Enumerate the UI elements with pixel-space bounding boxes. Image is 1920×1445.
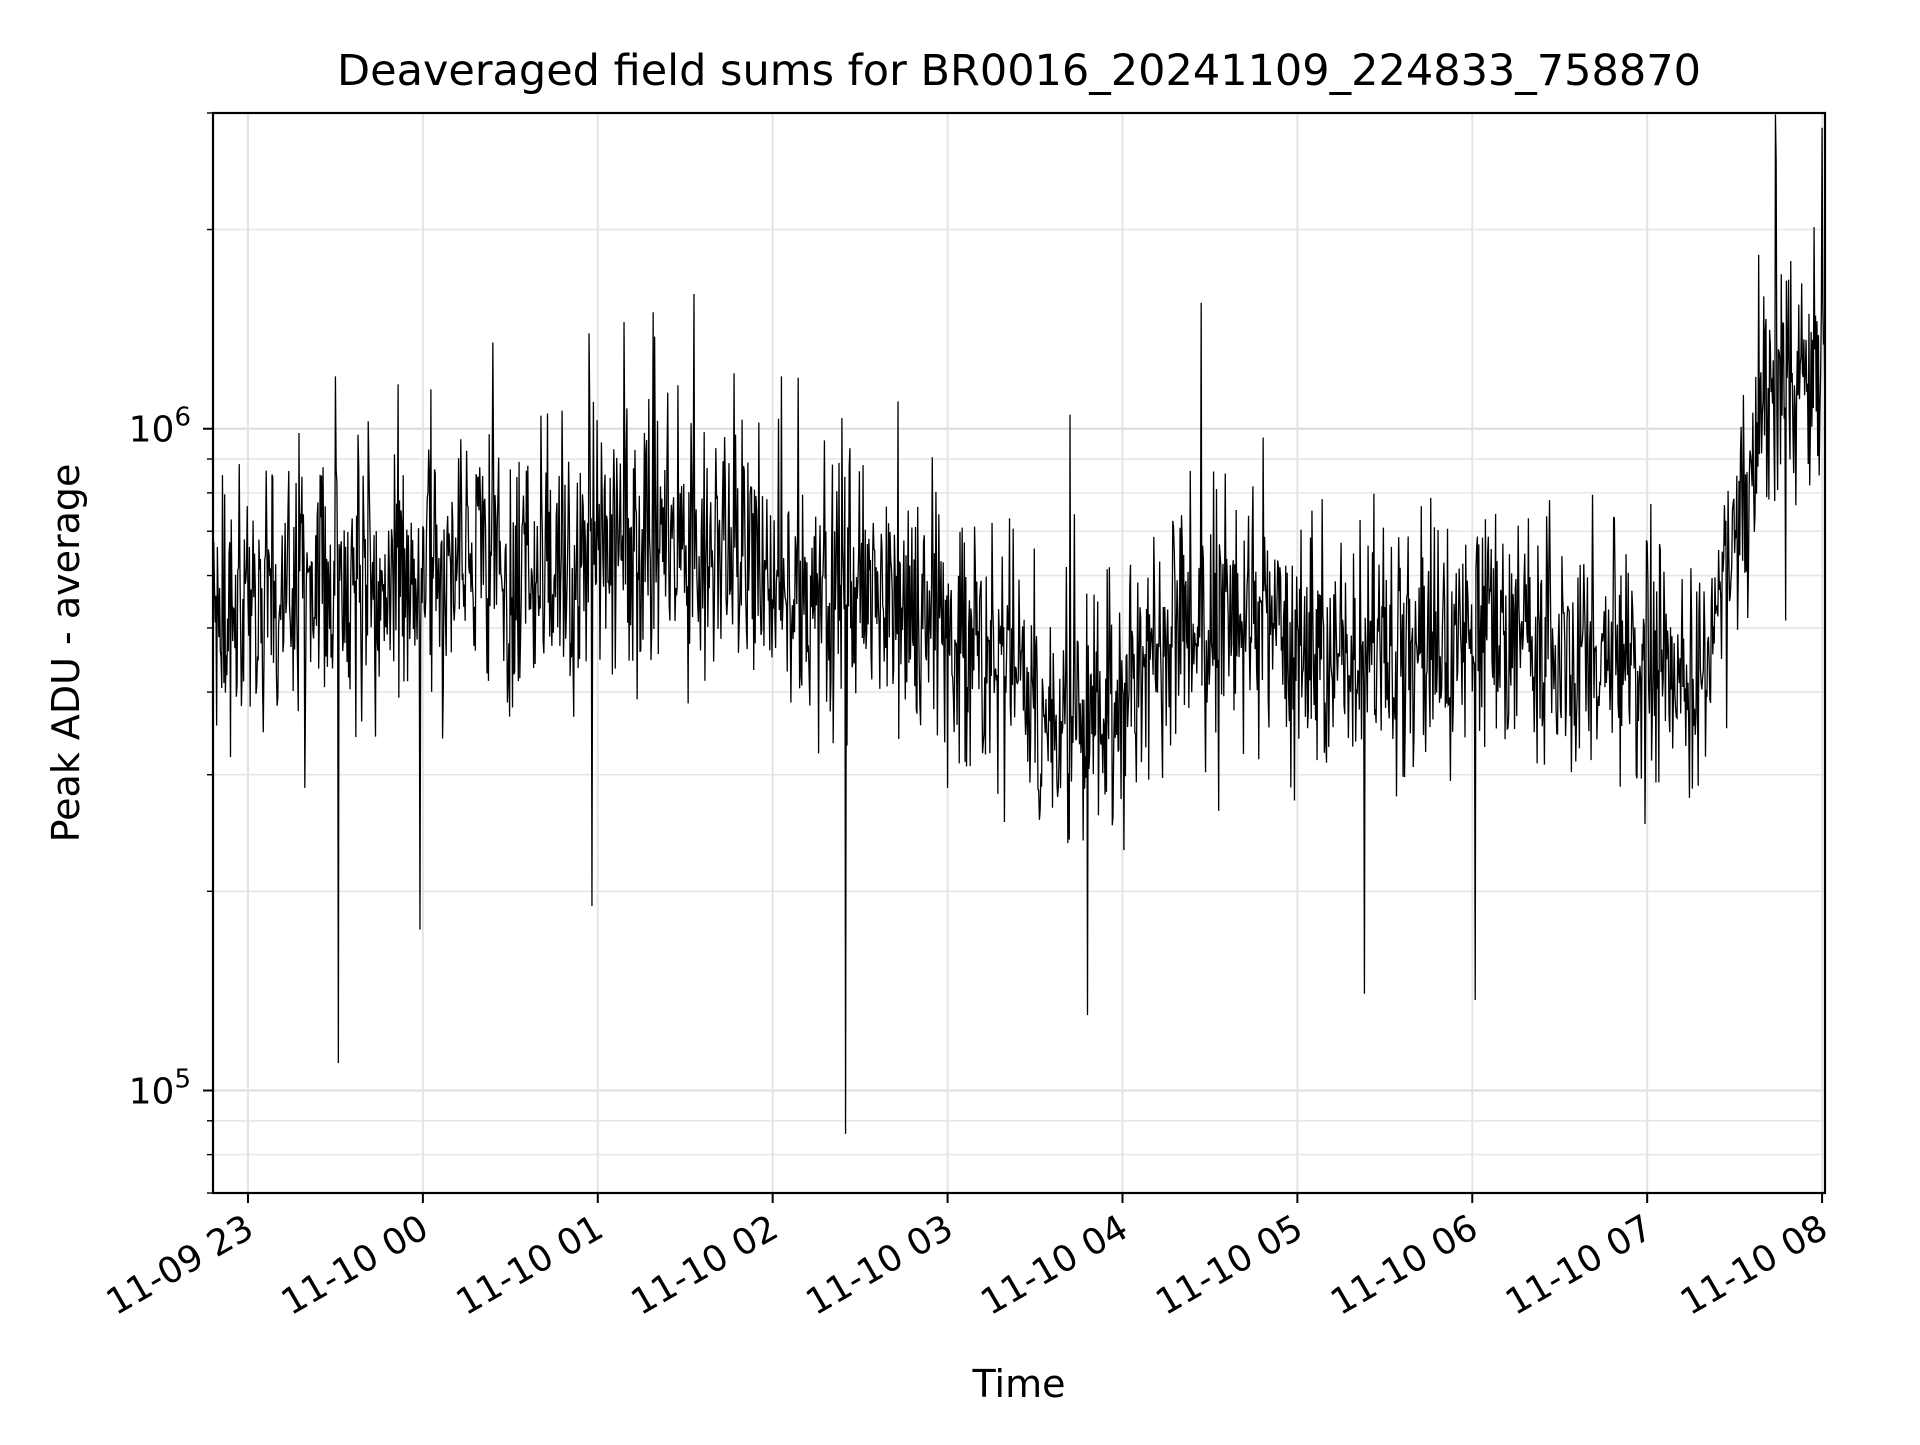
y-axis-label: Peak ADU - average (44, 464, 88, 843)
chart-title: Deaveraged field sums for BR0016_2024110… (337, 46, 1701, 96)
plot-frame (211, 111, 1827, 1195)
y-axis-ticks: 105 106 (129, 112, 213, 1194)
y-tick-label: 105 (129, 1064, 191, 1112)
x-axis-label: Time (972, 1362, 1066, 1406)
y-tick-label: 106 (129, 403, 191, 451)
series-line (212, 114, 1826, 1134)
plot-area (212, 114, 1826, 1134)
